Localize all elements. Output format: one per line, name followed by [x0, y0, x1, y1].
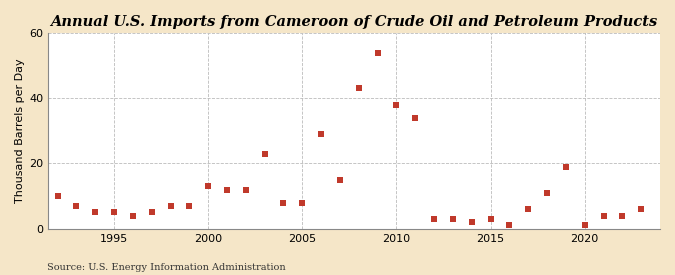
Point	[240, 187, 251, 192]
Point	[541, 191, 552, 195]
Point	[485, 217, 496, 221]
Point	[617, 213, 628, 218]
Point	[90, 210, 101, 214]
Point	[523, 207, 534, 211]
Point	[165, 204, 176, 208]
Point	[391, 103, 402, 107]
Point	[52, 194, 63, 198]
Point	[504, 223, 515, 228]
Text: Source: U.S. Energy Information Administration: Source: U.S. Energy Information Administ…	[47, 263, 286, 272]
Point	[372, 50, 383, 55]
Point	[354, 86, 364, 90]
Point	[335, 178, 346, 182]
Point	[466, 220, 477, 224]
Point	[448, 217, 458, 221]
Point	[429, 217, 439, 221]
Point	[146, 210, 157, 214]
Point	[579, 223, 590, 228]
Point	[259, 152, 270, 156]
Point	[221, 187, 232, 192]
Point	[278, 200, 289, 205]
Point	[297, 200, 308, 205]
Point	[202, 184, 213, 188]
Point	[109, 210, 119, 214]
Title: Annual U.S. Imports from Cameroon of Crude Oil and Petroleum Products: Annual U.S. Imports from Cameroon of Cru…	[51, 15, 657, 29]
Point	[128, 213, 138, 218]
Point	[71, 204, 82, 208]
Point	[410, 116, 421, 120]
Point	[184, 204, 195, 208]
Point	[636, 207, 647, 211]
Point	[560, 164, 571, 169]
Point	[598, 213, 609, 218]
Y-axis label: Thousand Barrels per Day: Thousand Barrels per Day	[15, 59, 25, 203]
Point	[316, 132, 327, 136]
